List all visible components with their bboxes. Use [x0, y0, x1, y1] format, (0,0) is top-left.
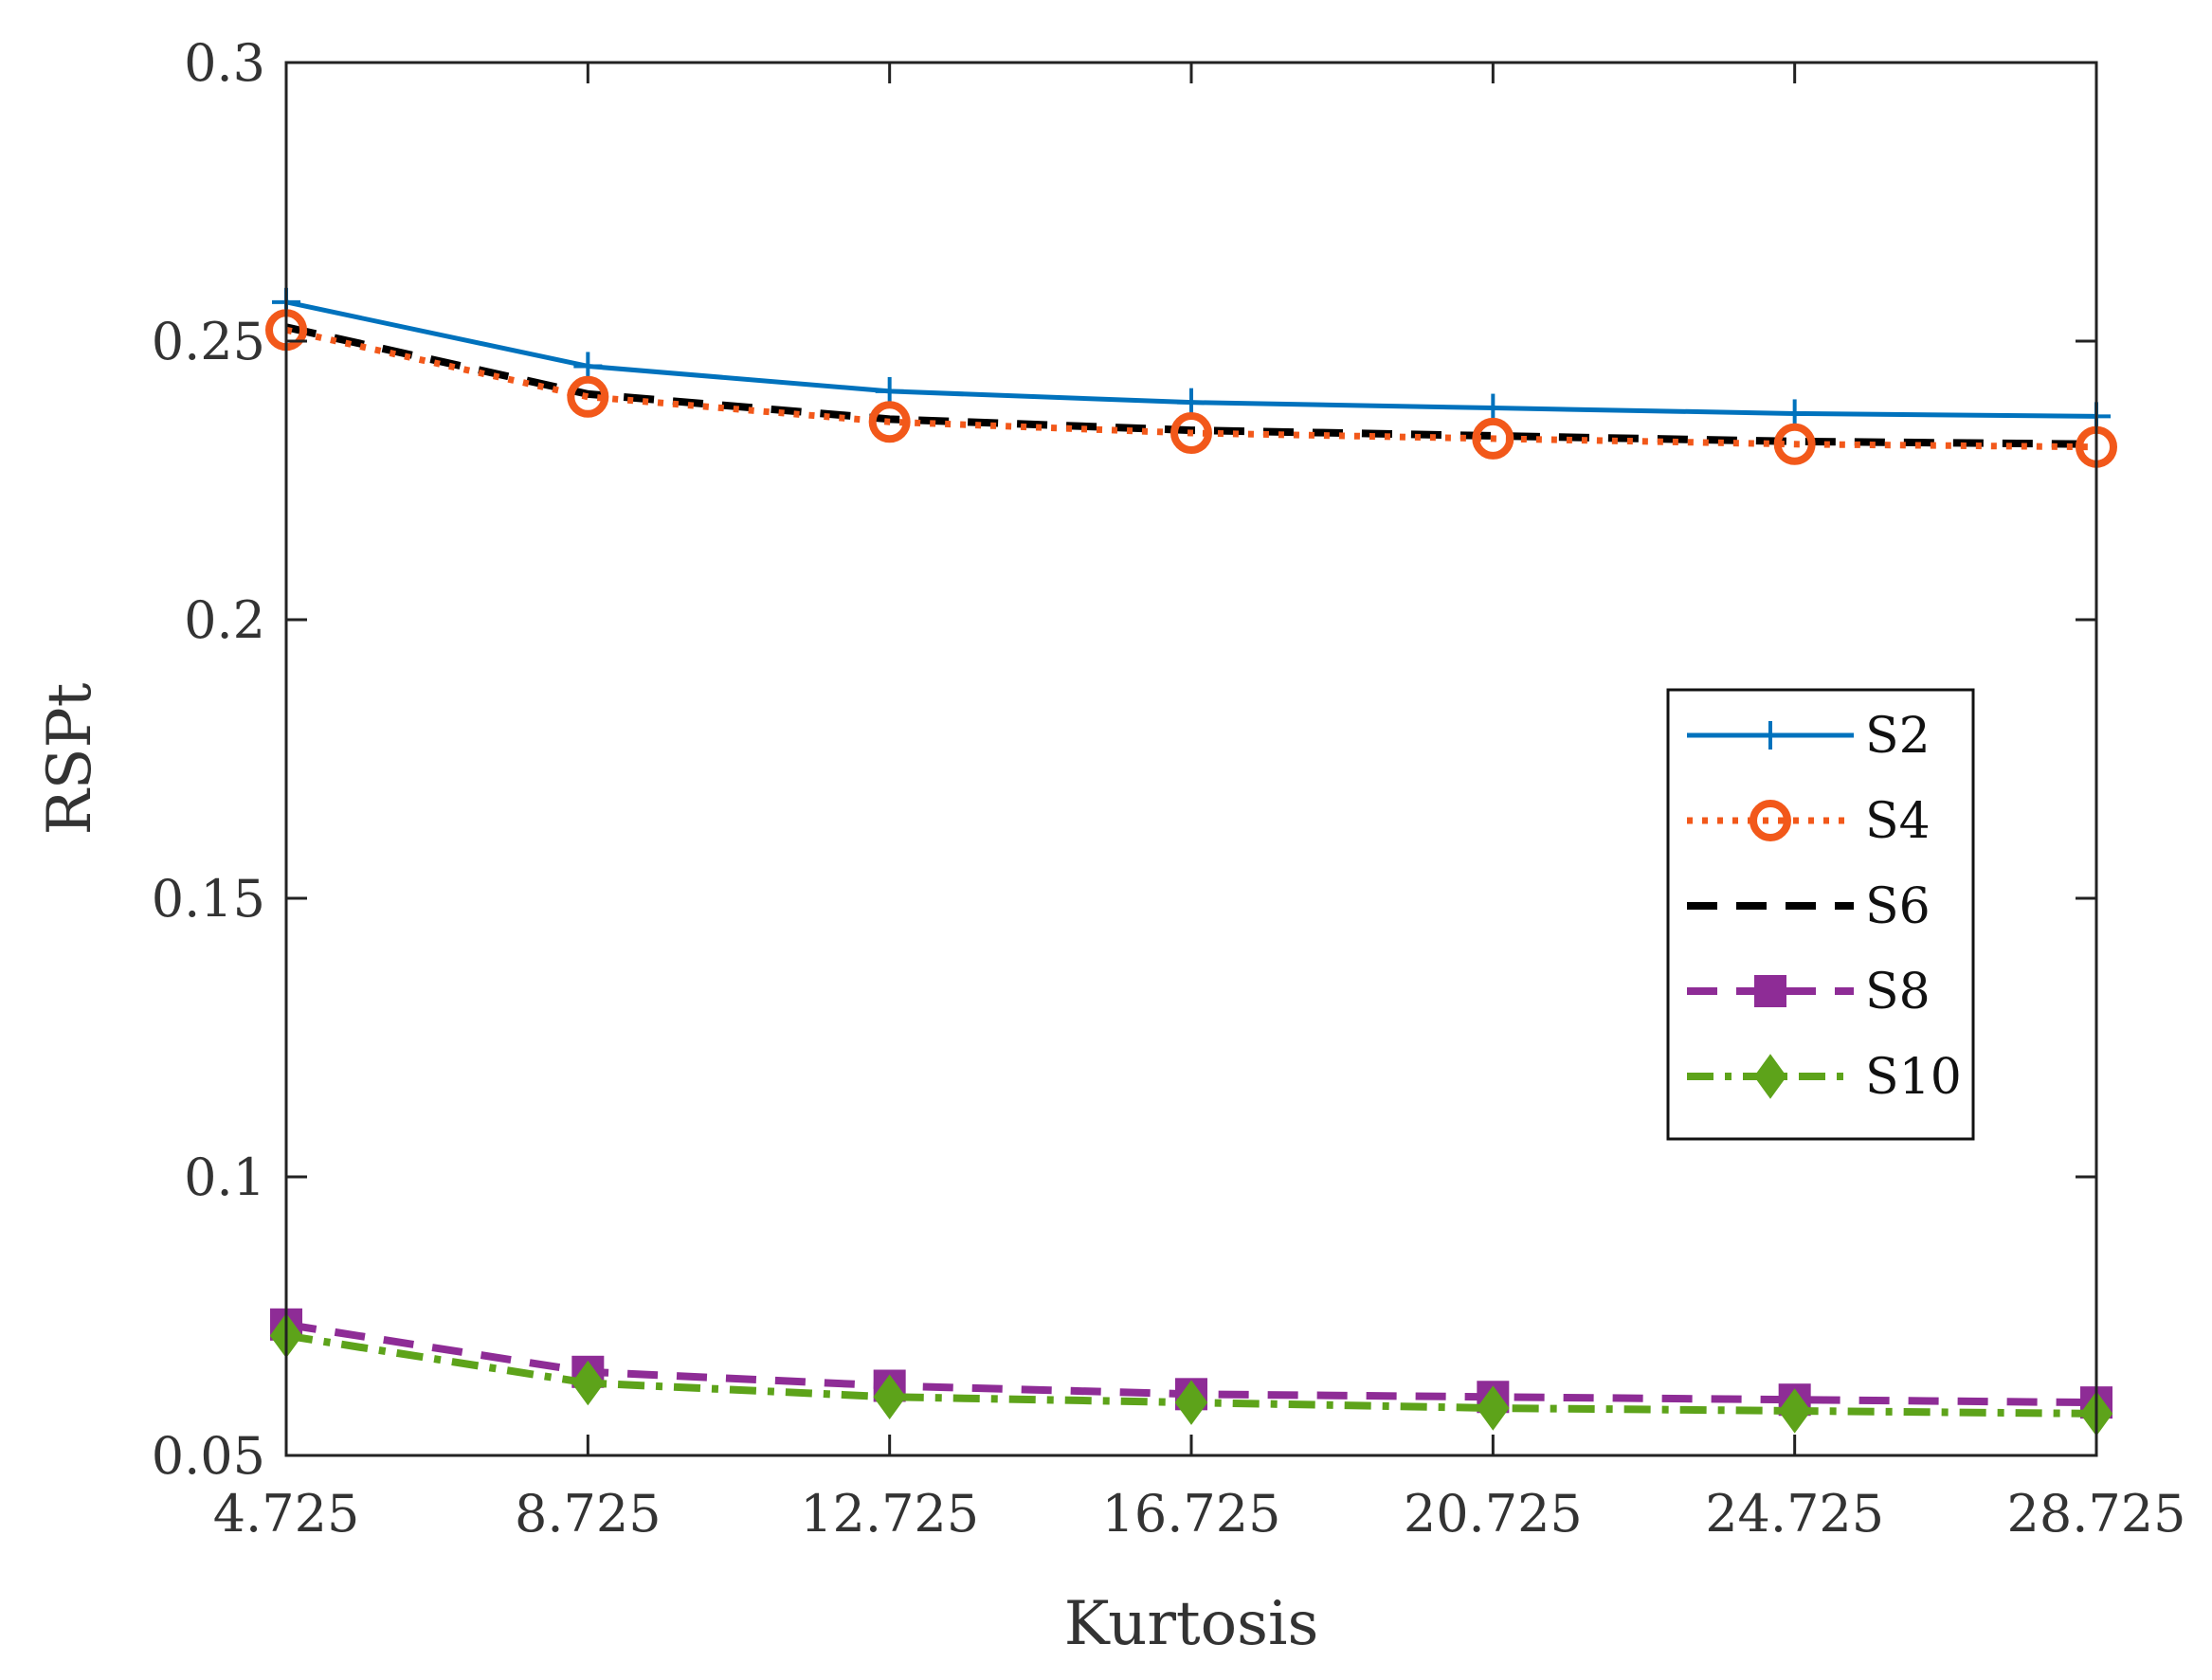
data-point-S10 — [1778, 1388, 1811, 1434]
legend-marker-S8 — [1754, 975, 1786, 1007]
x-tick-label: 28.725 — [2007, 1484, 2186, 1544]
x-tick-label: 24.725 — [1705, 1484, 1884, 1544]
series-layer — [265, 287, 2117, 1436]
legend: S2 S4 S6 S8 S10 — [1666, 688, 1975, 1141]
y-tick-label: 0.2 — [184, 590, 265, 650]
legend-entry-S10: S10 — [1687, 1049, 1962, 1106]
legend-box — [1666, 688, 1975, 1141]
legend-label: S4 — [1865, 793, 1931, 850]
legend-entry-S2: S2 — [1687, 708, 1931, 765]
legend-entry-S8: S8 — [1687, 964, 1931, 1021]
legend-marker-S2 — [1756, 721, 1785, 750]
x-tick-label: 12.725 — [800, 1484, 979, 1544]
data-point-S2 — [875, 376, 904, 406]
data-point-S4 — [1472, 417, 1514, 460]
legend-entry-S6: S6 — [1687, 878, 1931, 935]
legend-marker-S10 — [1753, 1054, 1787, 1099]
legend-label: S8 — [1865, 964, 1931, 1021]
data-point-S10 — [1174, 1380, 1208, 1425]
data-point-S4 — [1773, 423, 1816, 465]
legend-label: S6 — [1865, 878, 1931, 935]
y-axis-label: RSPt — [35, 682, 105, 835]
data-point-S2 — [1478, 393, 1508, 423]
series-line-S4 — [285, 326, 2097, 451]
data-point-S10 — [571, 1360, 605, 1406]
data-point-S10 — [1477, 1385, 1510, 1431]
data-point-S4 — [1170, 412, 1212, 455]
legend-label: S2 — [1865, 708, 1931, 765]
y-tick-label: 0.25 — [152, 312, 265, 371]
data-point-S4 — [868, 401, 911, 443]
y-tick-label: 0.3 — [184, 33, 265, 93]
data-point-S2 — [1780, 399, 1809, 428]
x-tick-label: 16.725 — [1102, 1484, 1281, 1544]
data-point-S10 — [873, 1374, 906, 1419]
data-point-S2 — [573, 352, 603, 381]
legend-label: S10 — [1865, 1049, 1962, 1106]
y-tick-label: 0.1 — [184, 1147, 265, 1207]
data-point-S2 — [1177, 388, 1206, 417]
data-point-S4 — [567, 375, 609, 418]
series-S10 — [269, 1312, 2113, 1436]
x-axis-label: Kurtosis — [1064, 1589, 1319, 1659]
x-tick-label: 4.725 — [213, 1484, 360, 1544]
y-tick-label: 0.15 — [152, 869, 265, 929]
axis-ticks: 4.725 8.725 12.725 16.725 20.725 24.725 28.725… — [152, 33, 2186, 1544]
x-tick-label: 20.725 — [1404, 1484, 1583, 1544]
legend-entry-S4: S4 — [1687, 793, 1931, 850]
legend-marker-S4 — [1750, 800, 1791, 841]
y-tick-label: 0.05 — [152, 1426, 265, 1486]
x-tick-label: 8.725 — [515, 1484, 662, 1544]
